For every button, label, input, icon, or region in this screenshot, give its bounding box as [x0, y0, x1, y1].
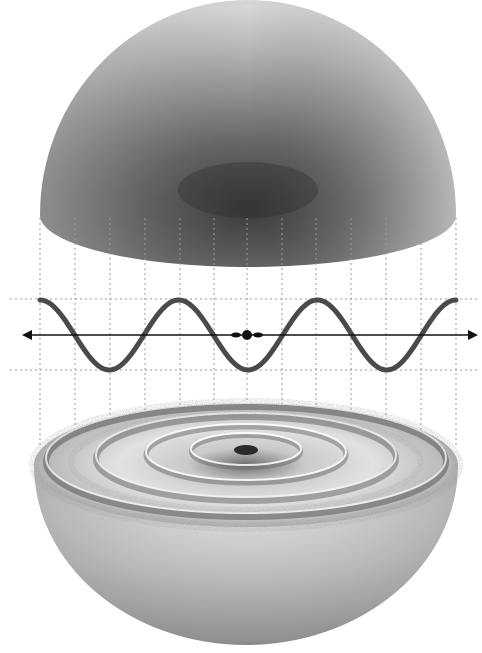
cross-section-disk [29, 398, 463, 532]
horizontal-guide-lines [10, 298, 478, 371]
upper-hemisphere [40, 0, 456, 267]
wave-profile [37, 297, 459, 373]
center-marker [231, 330, 263, 340]
